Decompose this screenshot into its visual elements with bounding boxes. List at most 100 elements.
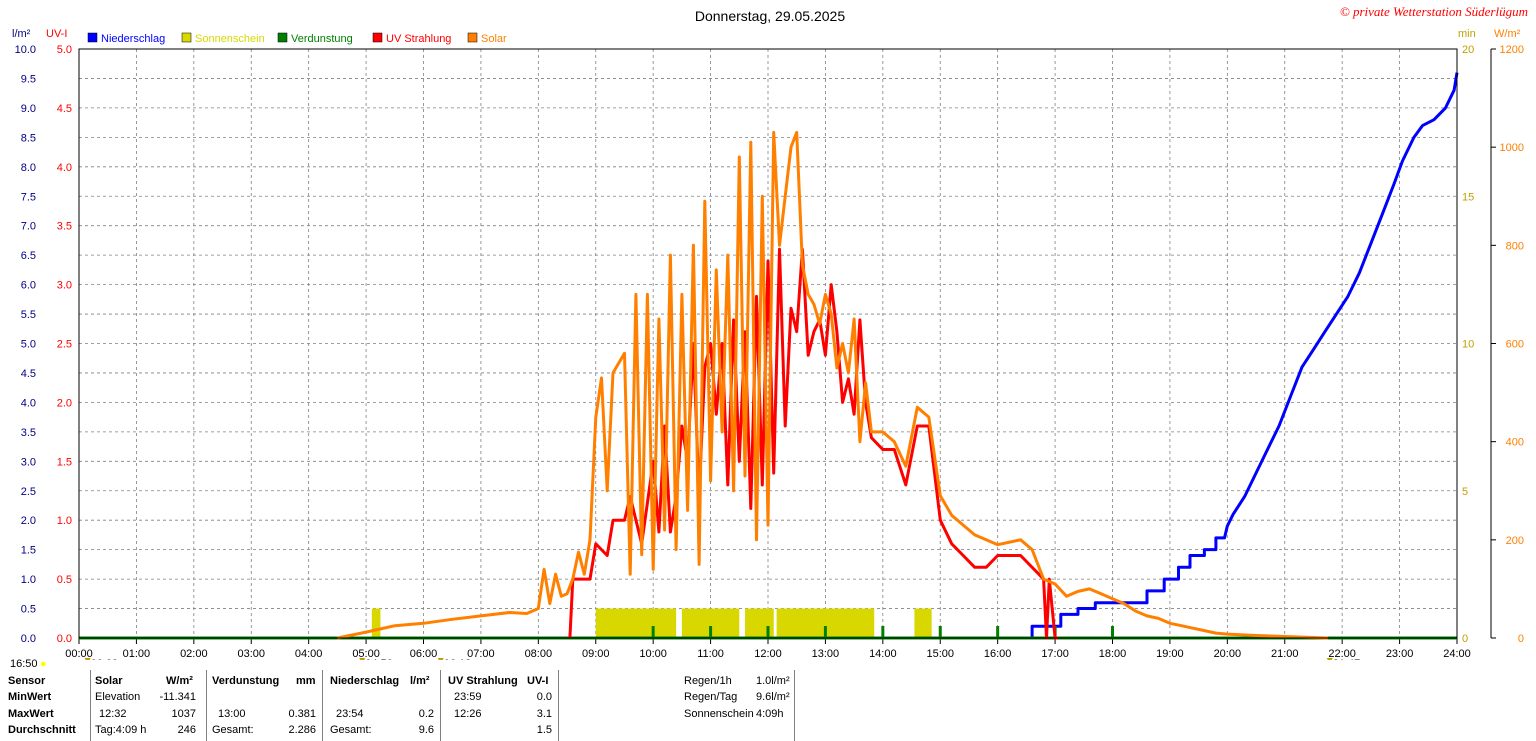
sunshine-tick-label: 20 bbox=[1462, 44, 1474, 56]
solar-axis-unit: W/m² bbox=[1494, 28, 1521, 40]
rain-tick-label: 9.5 bbox=[21, 73, 36, 85]
x-tick-label: 01:00 bbox=[123, 648, 151, 660]
uv-tick-label: 0.5 bbox=[57, 574, 72, 586]
separator bbox=[322, 670, 323, 741]
x-tick-label: 00:00 bbox=[65, 648, 93, 660]
solar-value: 246 bbox=[177, 724, 196, 736]
weather-chart: Donnerstag, 29.05.2025 © private Wetters… bbox=[12, 4, 1528, 660]
uv-tick-label: 5.0 bbox=[57, 44, 72, 56]
solar-tick-label: 200 bbox=[1506, 535, 1524, 547]
plot-frame bbox=[78, 48, 1458, 639]
sunrise-time: 16:50 bbox=[10, 658, 38, 670]
solar-tick-label: 1000 bbox=[1500, 142, 1524, 154]
rain-tick-label: 7.0 bbox=[21, 221, 36, 233]
solar-value: -11.341 bbox=[159, 691, 197, 703]
x-tick-label: 13:00 bbox=[812, 648, 840, 660]
niederschlag-value: 9.6 bbox=[418, 724, 434, 736]
sun-event-marker bbox=[437, 658, 444, 660]
x-tick-label: 22:00 bbox=[1328, 648, 1356, 660]
uv-value: 3.1 bbox=[536, 708, 552, 720]
solar-time: Elevation bbox=[95, 691, 141, 703]
x-tick-label: 18:00 bbox=[1099, 648, 1127, 660]
header-solar-unit: W/m² bbox=[166, 675, 193, 687]
uv-value: 1.5 bbox=[536, 724, 552, 736]
niederschlag-time: 23:54 bbox=[336, 708, 364, 720]
rain-tick-label: 3.0 bbox=[21, 456, 36, 468]
x-tick-label: 19:00 bbox=[1156, 648, 1184, 660]
extra-label: Regen/1h bbox=[684, 675, 732, 687]
solar-tick-label: 400 bbox=[1506, 437, 1524, 449]
uv-tick-label: 0.0 bbox=[57, 633, 72, 645]
sun-event-marker bbox=[1326, 658, 1333, 660]
sun-event-label: 04:56 bbox=[365, 658, 393, 660]
x-tick-label: 17:00 bbox=[1041, 648, 1069, 660]
extra-label: Sonnenschein bbox=[684, 708, 754, 720]
rain-tick-label: 0.0 bbox=[21, 633, 36, 645]
legend-label: Niederschlag bbox=[101, 33, 165, 45]
solar-time: 12:32 bbox=[99, 708, 127, 720]
uv-tick-label: 1.0 bbox=[57, 515, 72, 527]
uv-tick-label: 4.0 bbox=[57, 162, 72, 174]
legend-swatch bbox=[277, 32, 288, 43]
x-tick-label: 23:00 bbox=[1386, 648, 1414, 660]
x-tick-label: 07:00 bbox=[467, 648, 495, 660]
verdunstung-spike bbox=[881, 626, 885, 638]
separator bbox=[90, 670, 91, 741]
uv-value: 0.0 bbox=[536, 691, 552, 703]
x-tick-label: 05:00 bbox=[352, 648, 380, 660]
uv-tick-label: 2.5 bbox=[57, 339, 72, 351]
sunshine-bar bbox=[595, 608, 677, 638]
x-axis: 00:00 01:00 02:00 03:00 04:00 05:00 06:00 07:00… bbox=[65, 638, 1471, 660]
rain-tick-label: 10.0 bbox=[15, 44, 36, 56]
x-tick-label: 06:00 bbox=[410, 648, 438, 660]
x-tick-label: 03:00 bbox=[237, 648, 265, 660]
rain-tick-label: 4.0 bbox=[21, 397, 36, 409]
rain-tick-label: 5.0 bbox=[21, 339, 36, 351]
legend-label: UV Strahlung bbox=[386, 33, 451, 45]
x-tick-label: 02:00 bbox=[180, 648, 208, 660]
uv-time: 12:26 bbox=[454, 708, 482, 720]
sunshine-bar bbox=[371, 608, 381, 638]
verdunstung-time: Gesamt: bbox=[212, 724, 254, 736]
legend-swatch bbox=[372, 32, 383, 43]
legend-swatch bbox=[181, 32, 192, 43]
uv-axis-unit: UV-I bbox=[46, 28, 67, 40]
sunshine-tick-label: 0 bbox=[1462, 633, 1468, 645]
header-sensor: Sensor bbox=[8, 675, 46, 687]
solar-tick-label: 800 bbox=[1506, 240, 1524, 252]
rain-tick-label: 9.0 bbox=[21, 103, 36, 115]
extra-value: 9.6l/m² bbox=[756, 691, 790, 703]
separator bbox=[206, 670, 207, 741]
sun-event-marker bbox=[84, 658, 91, 660]
x-tick-label: 10:00 bbox=[639, 648, 667, 660]
niederschlag-time: Gesamt: bbox=[330, 724, 372, 736]
rain-tick-label: 8.0 bbox=[21, 162, 36, 174]
verdunstung-spike bbox=[823, 626, 827, 638]
x-tick-label: 21:00 bbox=[1271, 648, 1299, 660]
rain-tick-label: 6.5 bbox=[21, 250, 36, 262]
grid bbox=[79, 49, 1457, 638]
sun-event-label: 06:18 bbox=[444, 658, 472, 660]
rain-tick-label: 2.5 bbox=[21, 486, 36, 498]
legend: Niederschlag Sonnenschein Verdunstung UV St… bbox=[87, 32, 507, 45]
sunshine-axis-unit: min bbox=[1458, 28, 1476, 40]
x-tick-label: 11:00 bbox=[697, 648, 724, 660]
legend-swatch bbox=[87, 32, 98, 43]
sunshine-tick-label: 5 bbox=[1462, 486, 1468, 498]
separator bbox=[440, 670, 441, 741]
uv-tick-label: 4.5 bbox=[57, 103, 72, 115]
verdunstung-spike bbox=[651, 626, 655, 638]
solar-tick-label: 600 bbox=[1506, 339, 1524, 351]
rain-tick-label: 4.5 bbox=[21, 368, 36, 380]
row-label: Durchschnitt bbox=[8, 724, 76, 736]
chart-title: Donnerstag, 29.05.2025 bbox=[695, 8, 845, 24]
rain-axis-unit: l/m² bbox=[12, 28, 31, 40]
verdunstung-spike bbox=[938, 626, 942, 638]
sun-marker-icon: ● bbox=[40, 658, 47, 670]
header-verdunstung-unit: mm bbox=[296, 675, 316, 687]
header-niederschlag: Niederschlag bbox=[330, 675, 400, 687]
header-solar: Solar bbox=[95, 675, 123, 687]
x-tick-label: 16:00 bbox=[984, 648, 1012, 660]
x-tick-label: 08:00 bbox=[525, 648, 553, 660]
